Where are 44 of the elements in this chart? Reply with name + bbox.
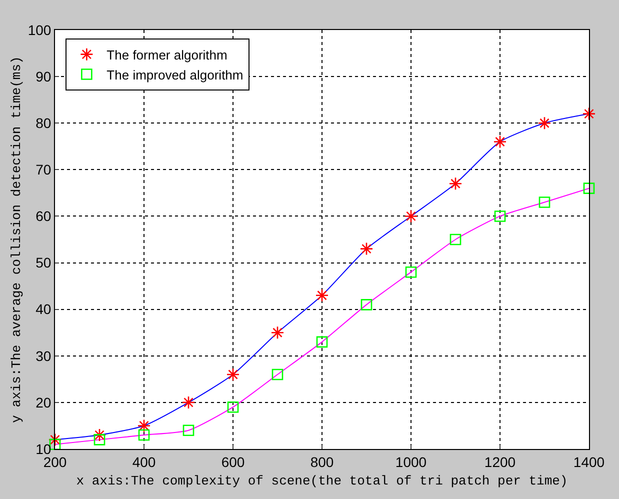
y-tick-label: 60 <box>36 208 52 224</box>
point <box>494 210 506 222</box>
y-tick-label: 70 <box>36 162 52 178</box>
x-tick-label: 600 <box>221 454 245 470</box>
y-axis-title: y axis:The average collision detection time(ms) <box>8 56 24 423</box>
point <box>182 396 196 410</box>
point <box>227 401 239 413</box>
y-tick-label: 90 <box>36 68 52 84</box>
point <box>182 424 194 436</box>
y-tick-label: 100 <box>28 22 52 38</box>
point <box>538 116 552 130</box>
y-tick-label: 30 <box>36 348 52 364</box>
point <box>583 182 595 194</box>
y-tick-label: 80 <box>36 115 52 132</box>
point <box>226 368 240 382</box>
x-tick-label: 400 <box>132 454 156 470</box>
point <box>316 336 328 348</box>
y-tick-label: 50 <box>36 254 52 271</box>
point <box>270 326 284 340</box>
point <box>538 196 550 208</box>
x-tick-label: 1400 <box>573 454 605 470</box>
legend-label: The former algorithm <box>106 47 228 62</box>
point <box>138 429 150 441</box>
x-tick-label: 1000 <box>395 454 427 470</box>
y-tick-label: 20 <box>36 394 52 410</box>
legend-label: The improved algorithm <box>106 67 244 82</box>
point <box>49 438 61 450</box>
x-tick-label: 1200 <box>484 454 516 470</box>
point <box>582 107 596 120</box>
point <box>94 434 106 446</box>
point <box>448 176 462 190</box>
point <box>315 288 329 302</box>
point <box>92 428 106 442</box>
x-axis-title: x axis:The complexity of scene(the total of tri patch per time) <box>76 473 568 488</box>
point <box>272 368 284 380</box>
x-tick-label: 800 <box>310 454 334 470</box>
point <box>360 242 374 256</box>
point <box>137 419 151 432</box>
point <box>405 266 417 278</box>
point <box>360 299 372 310</box>
point <box>450 234 462 246</box>
y-tick-label: 40 <box>36 301 52 318</box>
point <box>493 135 507 148</box>
point <box>404 210 418 223</box>
